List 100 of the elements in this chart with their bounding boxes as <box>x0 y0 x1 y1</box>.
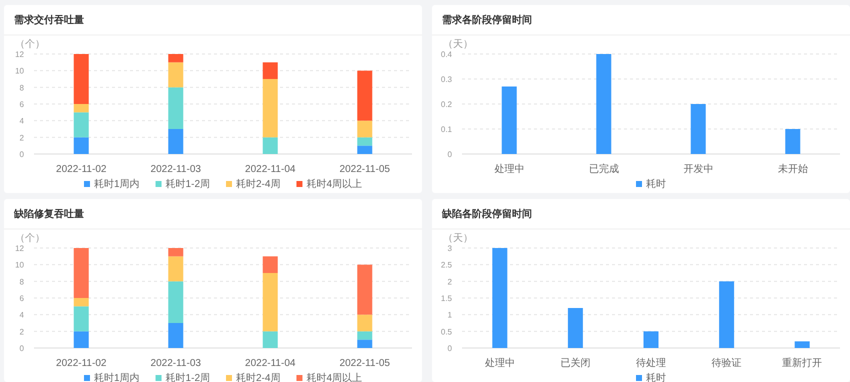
x-tick-label: 2022-11-05 <box>340 164 390 175</box>
legend-label: 耗时 <box>646 178 666 190</box>
legend-label: 耗时4周以上 <box>306 372 362 382</box>
bar <box>357 340 372 348</box>
y-axis-title: （个） <box>15 38 45 50</box>
bar <box>596 54 612 154</box>
bar <box>644 331 658 348</box>
y-tick-label: 2 <box>448 277 453 286</box>
x-tick-label: 2022-11-03 <box>150 164 202 175</box>
y-tick-label: 6 <box>20 294 25 303</box>
y-tick-label: 3 <box>448 244 453 253</box>
bar <box>690 104 706 154</box>
x-tick-label: 处理中 <box>484 357 515 369</box>
bar <box>74 248 89 298</box>
bar <box>568 308 583 348</box>
y-tick-label: 10 <box>15 66 25 76</box>
y-tick-label: 0.4 <box>440 50 453 59</box>
y-tick-label: 2 <box>20 327 25 336</box>
y-tick-label: 6 <box>20 100 25 109</box>
bar <box>168 248 184 256</box>
chart-title: 需求交付吞吐量 <box>14 14 84 26</box>
y-axis-title: （天） <box>443 39 473 50</box>
y-tick-label: 10 <box>15 260 25 270</box>
x-tick-label: 开发中 <box>683 163 714 175</box>
y-tick-label: 12 <box>15 50 25 59</box>
y-tick-label: 0 <box>20 150 25 159</box>
y-tick-label: 12 <box>15 244 25 253</box>
y-tick-label: 0.1 <box>440 125 453 134</box>
chart-title: 缺陷修复吞吐量 <box>13 208 84 220</box>
bar <box>168 256 184 282</box>
y-tick-label: 0 <box>448 344 453 353</box>
legend-label: 耗时1周内 <box>94 372 140 382</box>
y-tick-label: 8 <box>20 83 25 92</box>
bar <box>357 314 372 332</box>
bar <box>168 129 184 154</box>
legend: 耗时 <box>636 373 666 382</box>
y-tick-label: 4 <box>20 310 25 320</box>
bar <box>357 331 372 340</box>
x-tick-label: 2022-11-04 <box>245 164 296 175</box>
x-tick-label: 已关闭 <box>560 357 590 369</box>
y-tick-label: 1.5 <box>440 294 453 303</box>
bar <box>74 104 89 112</box>
bar <box>262 137 278 154</box>
y-axis-title: （天） <box>443 233 473 244</box>
bar <box>262 273 278 332</box>
x-tick-label: 2022-11-02 <box>56 164 107 175</box>
bar <box>357 70 372 121</box>
y-tick-label: 0.3 <box>440 75 453 84</box>
y-axis-title: （个） <box>15 232 45 244</box>
legend-label: 耗时2-4周 <box>236 372 280 382</box>
y-tick-label: 4 <box>20 116 25 126</box>
bar <box>262 331 278 348</box>
bar <box>262 62 278 79</box>
bar <box>168 281 184 323</box>
legend-label: 耗时1-2周 <box>166 372 210 382</box>
legend-label: 耗时1周内 <box>94 178 140 190</box>
x-tick-label: 2022-11-05 <box>340 358 390 369</box>
x-tick-label: 处理中 <box>494 163 524 175</box>
bar <box>262 256 278 273</box>
y-tick-label: 0.5 <box>440 327 453 336</box>
bar <box>74 298 89 306</box>
chart-title: 需求各阶段停留时间 <box>442 14 532 26</box>
x-tick-label: 待验证 <box>712 357 742 369</box>
bar <box>74 112 89 138</box>
x-tick-label: 已完成 <box>588 163 619 175</box>
y-tick-label: 0.2 <box>440 100 453 109</box>
x-tick-label: 2022-11-04 <box>245 358 296 369</box>
x-tick-label: 2022-11-02 <box>56 358 107 369</box>
bar <box>492 248 508 348</box>
bar <box>168 54 184 62</box>
y-tick-label: 8 <box>20 277 25 286</box>
bar <box>719 281 734 348</box>
bar <box>74 54 89 104</box>
legend-label: 耗时1-2周 <box>166 178 210 190</box>
legend-label: 耗时 <box>646 372 666 382</box>
x-tick-label: 重新打开 <box>782 357 822 369</box>
x-tick-label: 未开始 <box>778 163 808 175</box>
bar <box>357 264 372 315</box>
y-tick-label: 0 <box>448 150 453 159</box>
bar <box>168 62 184 88</box>
bar <box>168 323 184 348</box>
bar <box>502 86 517 154</box>
bar <box>262 79 278 138</box>
bar <box>357 137 372 146</box>
bar <box>357 146 372 154</box>
y-tick-label: 2.5 <box>440 260 453 270</box>
bar <box>74 331 89 348</box>
chart-title: 缺陷各阶段停留时间 <box>441 208 532 220</box>
bar <box>794 341 810 348</box>
x-tick-label: 待处理 <box>636 357 666 369</box>
y-tick-label: 1 <box>448 310 453 320</box>
bar <box>785 129 800 154</box>
legend-label: 耗时2-4周 <box>236 178 280 190</box>
y-tick-label: 0 <box>20 344 25 353</box>
bar <box>74 137 89 154</box>
x-tick-label: 2022-11-03 <box>150 358 202 369</box>
bar <box>74 306 89 332</box>
legend: 耗时 <box>636 179 666 190</box>
y-tick-label: 2 <box>20 133 25 142</box>
legend-label: 耗时4周以上 <box>306 178 362 190</box>
